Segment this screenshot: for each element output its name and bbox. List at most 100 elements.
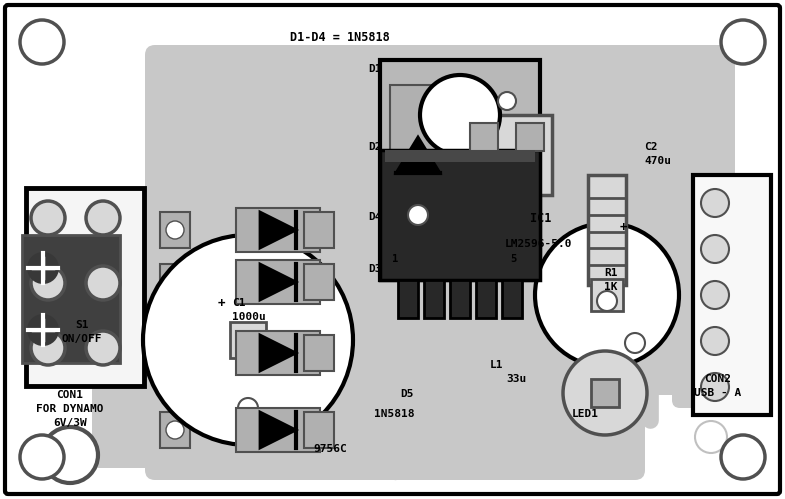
- Circle shape: [238, 398, 258, 418]
- Text: ON/OFF: ON/OFF: [62, 334, 102, 344]
- Bar: [304, 212, 334, 248]
- Bar: [502, 280, 522, 318]
- Bar: [26, 188, 144, 386]
- Circle shape: [166, 273, 184, 291]
- Bar: [385, 150, 535, 162]
- Bar: [230, 322, 266, 358]
- Text: IC1: IC1: [530, 213, 551, 226]
- Bar: [160, 335, 190, 371]
- Text: S1: S1: [75, 320, 89, 330]
- Bar: [591, 279, 623, 311]
- Text: R1: R1: [604, 268, 618, 278]
- Bar: [424, 280, 444, 318]
- FancyBboxPatch shape: [330, 45, 570, 395]
- Bar: [516, 123, 544, 151]
- Circle shape: [31, 266, 65, 300]
- Text: D3: D3: [368, 264, 382, 274]
- Bar: [236, 208, 320, 252]
- Polygon shape: [260, 212, 296, 248]
- Circle shape: [721, 435, 765, 479]
- Circle shape: [701, 373, 729, 401]
- Circle shape: [86, 266, 120, 300]
- Bar: [380, 150, 540, 280]
- FancyBboxPatch shape: [145, 270, 645, 480]
- Circle shape: [143, 235, 353, 445]
- Text: LED1: LED1: [572, 409, 599, 419]
- Text: 6V/3W: 6V/3W: [53, 418, 87, 428]
- FancyBboxPatch shape: [145, 45, 365, 445]
- Text: D1: D1: [368, 64, 382, 74]
- Bar: [380, 60, 540, 280]
- Text: CON2: CON2: [704, 374, 732, 384]
- Text: 470u: 470u: [644, 156, 671, 166]
- Text: +: +: [620, 221, 627, 234]
- Text: 9756C: 9756C: [313, 444, 347, 454]
- Circle shape: [86, 201, 120, 235]
- Circle shape: [166, 221, 184, 239]
- Circle shape: [597, 291, 617, 311]
- Circle shape: [86, 331, 120, 365]
- Text: +: +: [218, 296, 225, 309]
- Circle shape: [42, 427, 98, 483]
- Bar: [160, 212, 190, 248]
- Bar: [462, 115, 552, 195]
- FancyBboxPatch shape: [5, 5, 780, 494]
- Circle shape: [27, 252, 59, 284]
- Text: C1: C1: [232, 298, 246, 308]
- Bar: [390, 85, 446, 195]
- Circle shape: [625, 333, 645, 353]
- Circle shape: [20, 435, 64, 479]
- Circle shape: [31, 201, 65, 235]
- Bar: [588, 175, 626, 285]
- Polygon shape: [260, 335, 296, 371]
- Text: D1-D4 = 1N5818: D1-D4 = 1N5818: [290, 30, 389, 43]
- Text: L1: L1: [490, 360, 503, 370]
- Bar: [304, 264, 334, 300]
- Text: D5: D5: [400, 389, 414, 399]
- Circle shape: [408, 205, 428, 225]
- Text: 1000u: 1000u: [232, 312, 266, 322]
- FancyBboxPatch shape: [562, 192, 658, 408]
- FancyBboxPatch shape: [545, 45, 735, 395]
- Circle shape: [535, 223, 679, 367]
- Circle shape: [498, 92, 516, 110]
- FancyBboxPatch shape: [672, 177, 768, 408]
- Bar: [450, 280, 470, 318]
- Text: C2: C2: [644, 142, 658, 152]
- Bar: [304, 335, 334, 371]
- Polygon shape: [396, 137, 440, 173]
- Circle shape: [701, 189, 729, 217]
- Bar: [398, 280, 418, 318]
- Circle shape: [701, 235, 729, 263]
- Circle shape: [721, 20, 765, 64]
- Circle shape: [31, 331, 65, 365]
- Bar: [236, 408, 320, 452]
- Text: 1K: 1K: [604, 282, 618, 292]
- Bar: [476, 280, 496, 318]
- Polygon shape: [260, 264, 296, 300]
- Bar: [160, 412, 190, 448]
- Circle shape: [27, 314, 59, 346]
- Text: FOR DYNAMO: FOR DYNAMO: [36, 404, 104, 414]
- Text: D2: D2: [368, 142, 382, 152]
- Circle shape: [563, 351, 647, 435]
- Circle shape: [166, 344, 184, 362]
- Bar: [693, 175, 771, 415]
- Bar: [160, 264, 190, 300]
- Bar: [236, 260, 320, 304]
- Text: CON1: CON1: [57, 390, 83, 400]
- Polygon shape: [260, 412, 296, 448]
- Bar: [470, 123, 498, 151]
- Circle shape: [420, 75, 500, 155]
- Bar: [236, 331, 320, 375]
- FancyBboxPatch shape: [92, 277, 228, 468]
- Text: 33u: 33u: [506, 374, 526, 384]
- Text: D4: D4: [368, 212, 382, 222]
- Text: USB - A: USB - A: [695, 388, 742, 398]
- Text: 1N5818: 1N5818: [374, 409, 414, 419]
- Text: LM2596-5.0: LM2596-5.0: [505, 239, 572, 249]
- Bar: [591, 379, 619, 407]
- Circle shape: [20, 20, 64, 64]
- Circle shape: [701, 281, 729, 309]
- Circle shape: [166, 421, 184, 439]
